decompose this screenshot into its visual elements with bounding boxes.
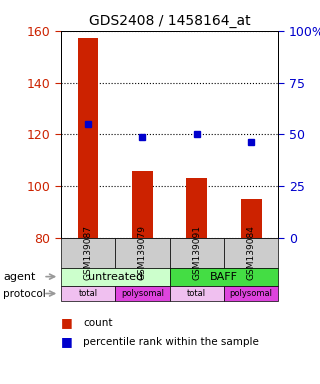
Text: polysomal: polysomal	[121, 289, 164, 298]
Bar	[78, 38, 98, 238]
Text: count: count	[83, 318, 113, 328]
Bar	[115, 238, 170, 268]
Text: total: total	[78, 289, 98, 298]
Bar	[170, 238, 224, 268]
Text: percentile rank within the sample: percentile rank within the sample	[83, 337, 259, 347]
Bar	[170, 268, 278, 286]
Text: agent: agent	[3, 271, 36, 281]
Bar	[224, 286, 278, 301]
Text: GSM139079: GSM139079	[138, 225, 147, 280]
Text: total: total	[187, 289, 206, 298]
Text: GSM139087: GSM139087	[84, 225, 92, 280]
Bar	[61, 268, 170, 286]
Bar	[224, 238, 278, 268]
Bar	[241, 199, 261, 238]
Text: GSM139091: GSM139091	[192, 225, 201, 280]
Bar	[132, 170, 153, 238]
Bar	[187, 179, 207, 238]
Text: ■: ■	[61, 316, 73, 329]
Text: untreated: untreated	[88, 271, 143, 281]
Title: GDS2408 / 1458164_at: GDS2408 / 1458164_at	[89, 14, 251, 28]
Text: BAFF: BAFF	[210, 271, 238, 281]
Text: protocol: protocol	[3, 288, 46, 298]
Text: polysomal: polysomal	[230, 289, 273, 298]
Bar	[61, 238, 115, 268]
Bar	[115, 286, 170, 301]
Text: GSM139084: GSM139084	[247, 225, 256, 280]
Text: ■: ■	[61, 335, 73, 348]
Bar	[170, 286, 224, 301]
Bar	[61, 286, 115, 301]
